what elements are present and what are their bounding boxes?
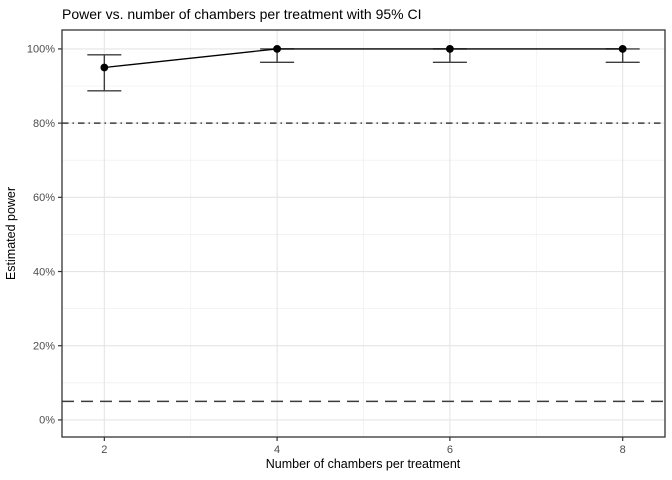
y-tick-label: 20% xyxy=(33,340,55,352)
series-line xyxy=(104,48,623,69)
x-axis-title: Number of chambers per treatment xyxy=(266,457,461,471)
y-tick-label: 40% xyxy=(33,266,55,278)
x-tick-label: 4 xyxy=(274,444,280,456)
y-tick-label: 100% xyxy=(27,44,55,56)
data-point xyxy=(273,45,282,53)
errorbar xyxy=(87,54,122,92)
y-tick-label: 80% xyxy=(33,118,55,130)
x-tick-label: 8 xyxy=(620,444,626,456)
y-tick-label: 0% xyxy=(39,415,55,427)
data-point xyxy=(618,45,627,53)
x-tick-label: 2 xyxy=(101,444,107,456)
panel-border xyxy=(61,29,666,438)
y-tick-label: 60% xyxy=(33,192,55,204)
x-tick-label: 6 xyxy=(447,444,453,456)
data-point xyxy=(445,45,454,53)
y-axis-title: Estimated power xyxy=(4,187,18,280)
plot-panel: 0% 20% 40% 60% 80% 100% 2 4 6 8 xyxy=(27,29,666,456)
chart-title: Power vs. number of chambers per treatme… xyxy=(62,6,421,22)
data-point xyxy=(100,63,109,72)
